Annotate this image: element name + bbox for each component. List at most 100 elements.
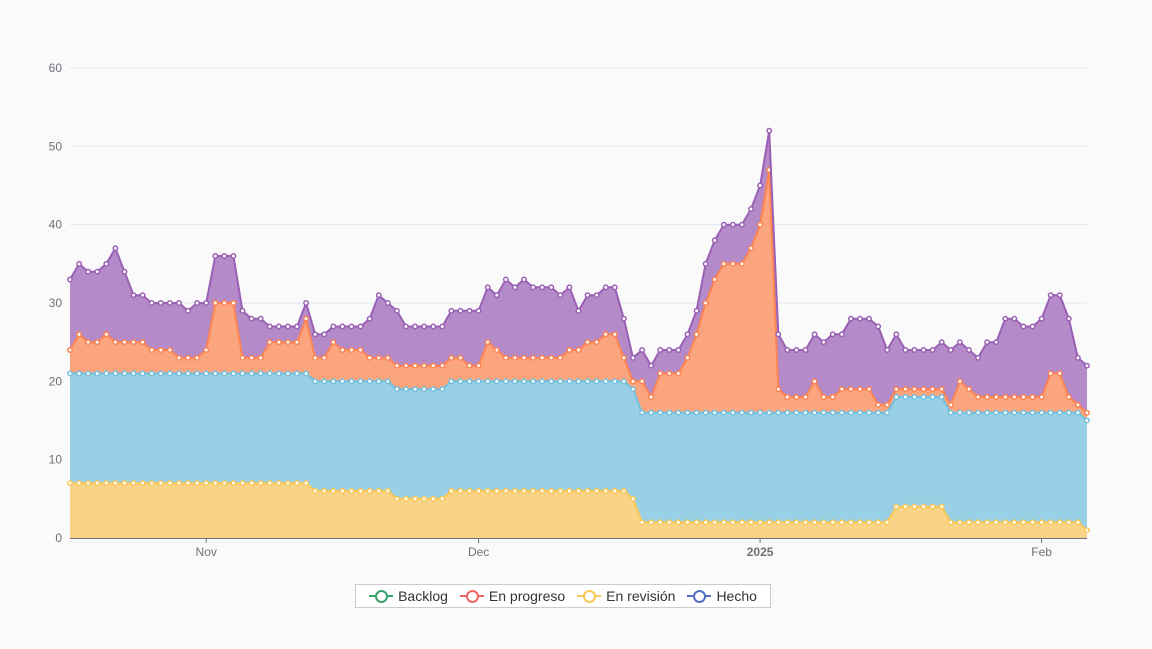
point-hecho	[1065, 409, 1072, 416]
point-backlog	[720, 221, 727, 228]
point-hecho	[557, 378, 564, 385]
point-en-revisi-n	[1020, 519, 1027, 526]
point-en-progreso	[539, 354, 546, 361]
point-en-progreso	[748, 245, 754, 252]
point-hecho	[393, 386, 400, 393]
point-backlog	[457, 307, 464, 314]
point-en-revisi-n	[738, 519, 745, 526]
point-en-revisi-n	[793, 519, 800, 526]
area-hecho	[70, 373, 1087, 531]
point-backlog	[1029, 323, 1036, 330]
point-en-revisi-n	[448, 488, 455, 494]
point-hecho	[1029, 409, 1036, 416]
point-backlog	[221, 253, 228, 259]
point-hecho	[294, 370, 300, 377]
point-en-progreso	[348, 347, 355, 353]
point-backlog	[284, 323, 291, 330]
point-en-progreso	[902, 386, 909, 393]
point-hecho	[548, 378, 555, 385]
point-en-progreso	[775, 386, 782, 393]
point-backlog	[139, 292, 146, 299]
legend-item-backlog[interactable]: Backlog	[369, 588, 448, 604]
point-backlog	[711, 237, 718, 244]
point-en-progreso	[593, 339, 600, 346]
point-en-progreso	[166, 347, 173, 353]
point-en-progreso	[85, 339, 92, 346]
point-hecho	[566, 378, 573, 385]
point-en-revisi-n	[339, 488, 346, 494]
point-hecho	[956, 409, 963, 416]
point-backlog	[530, 284, 537, 291]
point-hecho	[76, 370, 83, 377]
point-en-progreso	[393, 362, 400, 369]
point-backlog	[802, 347, 809, 353]
legend-item-en-progreso[interactable]: En progreso	[459, 588, 565, 604]
point-hecho	[303, 370, 310, 377]
point-en-progreso	[530, 354, 537, 361]
point-backlog	[330, 323, 337, 330]
point-hecho	[639, 409, 646, 416]
point-hecho	[284, 370, 291, 377]
point-en-revisi-n	[484, 488, 491, 494]
point-backlog	[439, 323, 446, 330]
point-backlog	[675, 347, 682, 353]
point-backlog	[920, 347, 927, 353]
point-hecho	[711, 409, 718, 416]
point-en-progreso	[176, 354, 182, 361]
point-hecho	[375, 378, 382, 385]
point-hecho	[984, 409, 991, 416]
point-en-progreso	[793, 394, 800, 400]
point-en-progreso	[493, 347, 500, 353]
point-backlog	[866, 315, 873, 322]
point-en-progreso	[702, 300, 709, 306]
point-en-progreso	[67, 347, 73, 353]
point-en-progreso	[657, 370, 664, 377]
point-en-progreso	[738, 260, 745, 267]
point-hecho	[893, 394, 900, 400]
point-hecho	[575, 378, 582, 385]
point-backlog	[1002, 315, 1009, 322]
legend-backlog-icon	[369, 589, 394, 603]
point-en-progreso	[1065, 394, 1072, 400]
point-en-progreso	[602, 331, 609, 338]
point-hecho	[1056, 409, 1063, 416]
point-en-progreso	[521, 354, 527, 361]
point-en-progreso	[257, 354, 264, 361]
point-backlog	[157, 300, 164, 306]
point-en-revisi-n	[248, 480, 255, 487]
point-hecho	[275, 370, 282, 377]
point-en-revisi-n	[393, 495, 400, 502]
point-backlog	[203, 300, 210, 306]
point-en-revisi-n	[811, 519, 818, 526]
point-backlog	[212, 253, 219, 259]
point-hecho	[1011, 409, 1018, 416]
point-backlog	[312, 331, 319, 338]
point-en-progreso	[920, 386, 927, 393]
point-en-revisi-n	[866, 519, 873, 526]
point-backlog	[666, 347, 673, 353]
point-en-progreso	[829, 394, 836, 400]
point-en-revisi-n	[303, 480, 310, 487]
point-hecho	[902, 394, 909, 400]
point-en-progreso	[938, 386, 945, 393]
point-backlog	[1065, 315, 1072, 322]
legend-item-en-revision[interactable]: En revisión	[577, 588, 675, 604]
point-en-revisi-n	[720, 519, 727, 526]
point-en-revisi-n	[194, 480, 201, 487]
point-backlog	[947, 347, 954, 353]
y-tick-label: 30	[49, 296, 63, 310]
point-backlog	[130, 292, 137, 299]
point-en-progreso	[911, 386, 918, 393]
point-hecho	[439, 386, 446, 393]
point-backlog	[257, 315, 264, 322]
legend-item-hecho[interactable]: Hecho	[687, 588, 757, 604]
point-backlog	[502, 276, 509, 283]
point-en-progreso	[230, 300, 237, 306]
point-backlog	[784, 347, 791, 353]
point-backlog	[294, 323, 300, 330]
x-tick-label: 2025	[747, 545, 774, 559]
point-en-progreso	[185, 354, 191, 361]
point-en-progreso	[966, 386, 972, 393]
point-hecho	[829, 409, 836, 416]
point-backlog	[357, 323, 364, 330]
